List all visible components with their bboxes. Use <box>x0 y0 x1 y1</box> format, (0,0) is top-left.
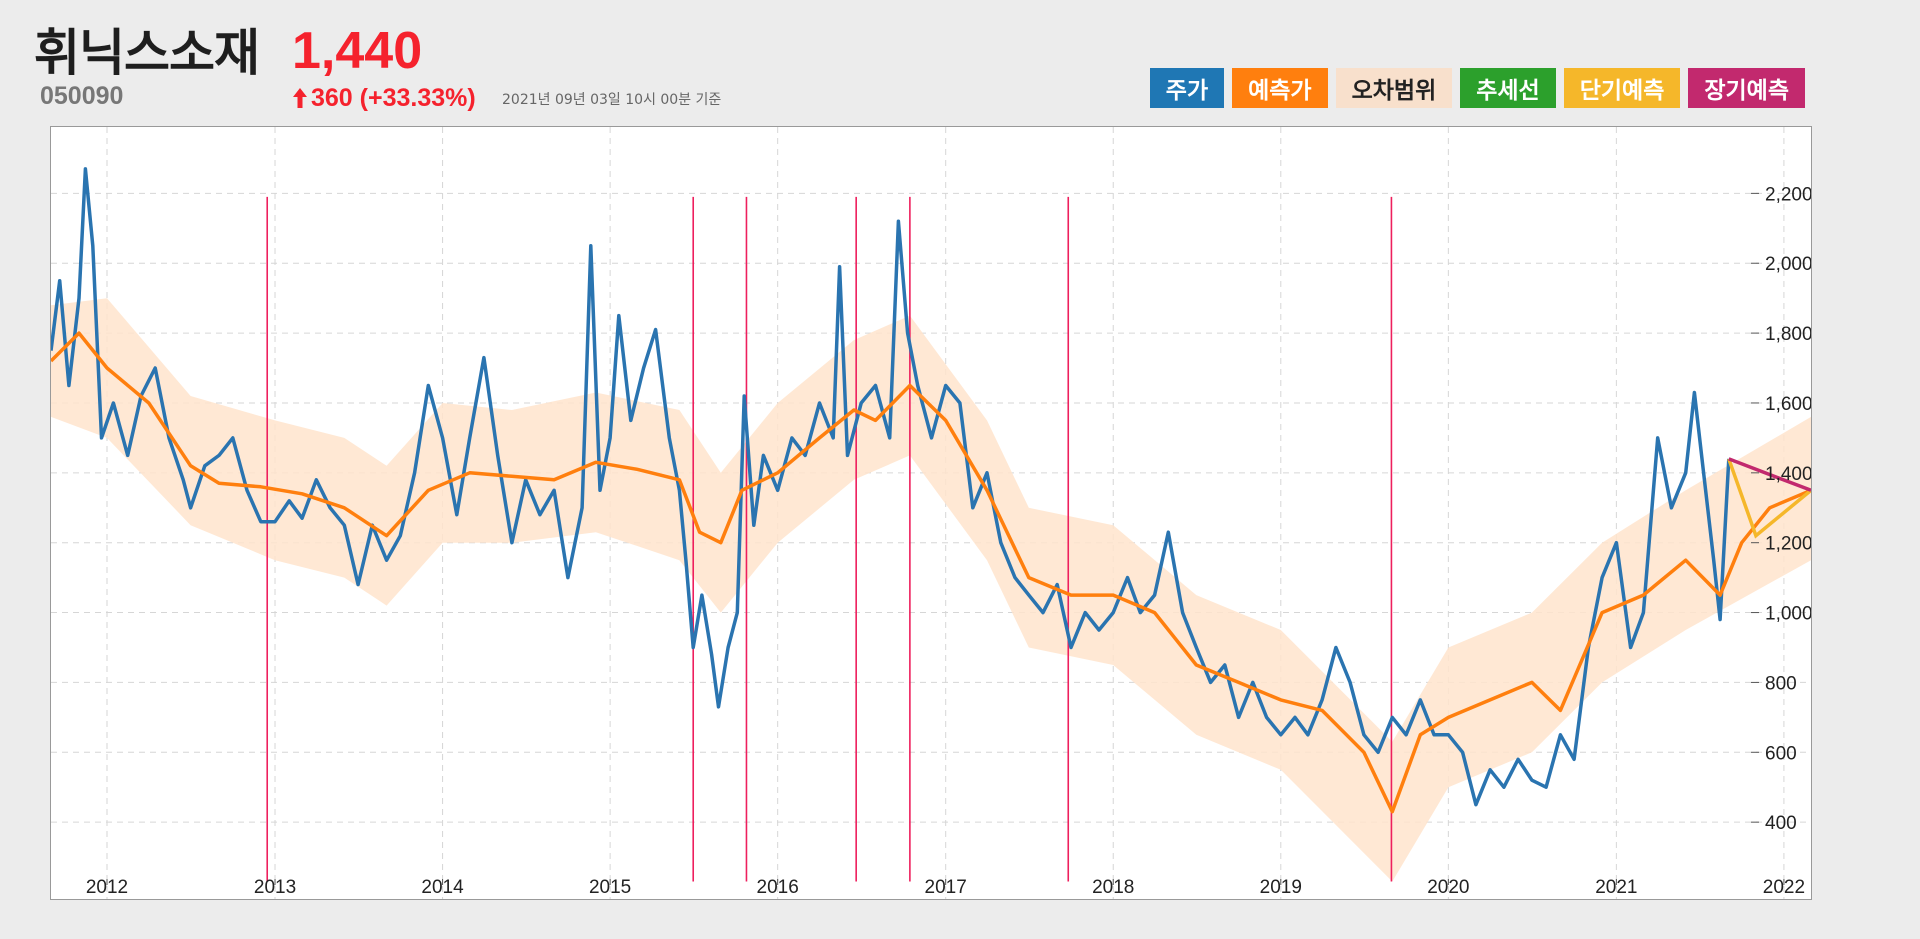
y-tick-label: 2,200 <box>1765 184 1811 205</box>
y-tick-label: 800 <box>1765 673 1797 694</box>
arrow-up-icon <box>293 88 307 108</box>
y-tick-label: 2,000 <box>1765 254 1811 275</box>
x-tick-label: 2013 <box>254 877 296 898</box>
y-tick-label: 1,800 <box>1765 324 1811 345</box>
x-tick-label: 2018 <box>1092 877 1134 898</box>
as-of-timestamp: 2021년 09년 03일 10시 00분 기준 <box>502 92 722 108</box>
x-tick-label: 2022 <box>1763 877 1805 898</box>
y-tick-label: 400 <box>1765 813 1797 834</box>
legend: 주가 예측가 오차범위 추세선 단기예측 장기예측 <box>1149 68 1805 108</box>
error-band <box>51 298 1811 882</box>
x-tick-label: 2015 <box>589 877 631 898</box>
legend-item[interactable]: 주가 <box>1149 68 1225 108</box>
x-tick-label: 2019 <box>1260 877 1302 898</box>
long-forecast-line <box>1728 457 1811 492</box>
legend-item[interactable]: 장기예측 <box>1688 68 1805 108</box>
price-change: 360 (+33.33%) <box>292 82 476 114</box>
forecast-line <box>51 331 1811 814</box>
y-tick-label: 600 <box>1765 743 1797 764</box>
price-change-value: 360 (+33.33%) <box>311 84 476 112</box>
stock-name: 휘닉스소재 <box>34 24 260 82</box>
stock-chart: 400 600 800 1,000 1,200 1,400 1,600 1,800 2,000 2… <box>51 127 1811 899</box>
stock-code: 050090 <box>40 82 124 110</box>
x-tick-label: 2016 <box>757 877 799 898</box>
legend-item[interactable]: 단기예측 <box>1563 68 1681 108</box>
x-tick-label: 2012 <box>86 877 128 898</box>
legend-item[interactable]: 추세선 <box>1460 68 1556 108</box>
legend-item[interactable]: 오차범위 <box>1335 68 1453 108</box>
x-tick-label: 2021 <box>1595 877 1637 898</box>
y-tick-label: 1,200 <box>1765 534 1811 555</box>
legend-item[interactable]: 예측가 <box>1232 68 1328 108</box>
chart-area: 400 600 800 1,000 1,200 1,400 1,600 1,800 2,000 2… <box>50 126 1812 900</box>
x-tick-label: 2020 <box>1427 877 1469 898</box>
y-tick-label: 1,400 <box>1765 464 1811 485</box>
price-line <box>51 167 1731 807</box>
y-tick-label: 1,600 <box>1765 394 1811 415</box>
short-forecast-line <box>1727 458 1811 539</box>
y-tick-label: 1,000 <box>1765 604 1811 625</box>
current-price: 1,440 <box>292 22 423 80</box>
x-tick-label: 2014 <box>421 877 464 898</box>
x-tick-label: 2017 <box>925 877 967 898</box>
